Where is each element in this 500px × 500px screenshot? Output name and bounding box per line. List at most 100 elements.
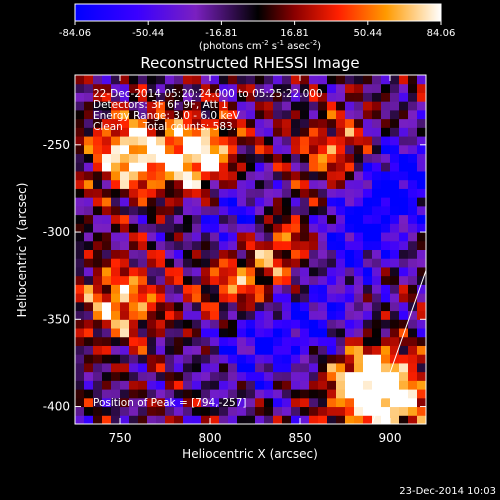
heatmap-cell bbox=[336, 345, 346, 355]
heatmap-cell bbox=[318, 136, 328, 146]
heatmap-cell bbox=[165, 266, 175, 277]
heatmap-cell bbox=[264, 284, 274, 294]
heatmap-cell bbox=[408, 101, 418, 111]
heatmap-cell bbox=[372, 249, 382, 259]
heatmap-cell bbox=[102, 362, 112, 373]
heatmap-cell bbox=[147, 232, 157, 242]
heatmap-cell bbox=[408, 232, 418, 242]
heatmap-cell bbox=[408, 389, 418, 399]
heatmap-cell bbox=[282, 118, 292, 128]
heatmap-cell bbox=[210, 266, 220, 277]
heatmap-cell bbox=[102, 275, 112, 285]
heatmap-cell bbox=[156, 266, 166, 277]
heatmap-cell bbox=[417, 336, 426, 346]
heatmap-cell bbox=[129, 144, 139, 155]
heatmap-cell bbox=[345, 153, 355, 163]
heatmap-cell bbox=[354, 109, 364, 120]
annotation-method: Clean Total counts: 583. bbox=[93, 121, 236, 133]
heatmap-cell bbox=[102, 109, 112, 120]
heatmap-cell bbox=[345, 415, 355, 424]
heatmap-cell bbox=[111, 75, 121, 85]
heatmap-cell bbox=[129, 345, 139, 355]
heatmap-cell bbox=[192, 205, 202, 216]
heatmap-cell bbox=[138, 371, 148, 381]
heatmap-cell bbox=[156, 389, 166, 399]
heatmap-cell bbox=[336, 319, 346, 329]
heatmap-cell bbox=[372, 153, 382, 163]
heatmap-cell bbox=[309, 266, 319, 277]
colorbar-tick-label: -84.06 bbox=[59, 28, 91, 39]
heatmap-cell bbox=[75, 232, 85, 242]
heatmap-cell bbox=[327, 345, 337, 355]
heatmap-cell bbox=[93, 371, 103, 381]
heatmap-cell bbox=[354, 345, 364, 355]
heatmap-cell bbox=[120, 354, 130, 364]
heatmap-cell bbox=[381, 301, 391, 312]
heatmap-cell bbox=[138, 223, 148, 233]
colorbar-tick-label: 50.44 bbox=[353, 28, 382, 39]
heatmap-cell bbox=[102, 153, 112, 163]
heatmap-cell bbox=[210, 415, 220, 424]
heatmap-cell bbox=[228, 310, 238, 320]
heatmap-cell bbox=[156, 240, 166, 250]
heatmap-cell bbox=[165, 310, 175, 320]
heatmap-cell bbox=[111, 345, 121, 355]
heatmap-cell bbox=[300, 223, 310, 233]
heatmap-cell bbox=[282, 310, 292, 320]
y-axis-title: Heliocentric Y (arcsec) bbox=[15, 183, 29, 318]
heatmap-cell bbox=[147, 389, 157, 399]
heatmap-cell bbox=[111, 362, 121, 373]
heatmap-cell bbox=[264, 336, 274, 346]
heatmap-cell bbox=[345, 336, 355, 346]
heatmap-cell bbox=[363, 136, 373, 146]
heatmap-cell bbox=[129, 179, 139, 189]
heatmap-cell bbox=[291, 223, 301, 233]
heatmap-cell bbox=[210, 258, 220, 268]
heatmap-cell bbox=[201, 144, 211, 155]
heatmap-cell bbox=[120, 284, 130, 294]
heatmap-cell bbox=[93, 153, 103, 163]
heatmap-cell bbox=[228, 362, 238, 373]
heatmap-cell bbox=[201, 371, 211, 381]
heatmap-cell bbox=[372, 258, 382, 268]
heatmap-cell bbox=[273, 136, 283, 146]
heatmap-cell bbox=[246, 188, 256, 198]
heatmap-cell bbox=[309, 136, 319, 146]
heatmap-cell bbox=[381, 406, 391, 416]
heatmap-cell bbox=[156, 397, 166, 408]
heatmap-cell bbox=[336, 328, 346, 338]
heatmap-cell bbox=[174, 118, 184, 128]
heatmap-cell bbox=[336, 136, 346, 146]
heatmap-cell bbox=[309, 415, 319, 424]
heatmap-cell bbox=[93, 406, 103, 416]
heatmap-cell bbox=[336, 310, 346, 320]
heatmap-cell bbox=[273, 415, 283, 424]
heatmap-cell bbox=[327, 240, 337, 250]
heatmap-cell bbox=[174, 205, 184, 216]
heatmap-cell bbox=[237, 118, 247, 128]
heatmap-cell bbox=[120, 214, 130, 224]
heatmap-cell bbox=[318, 397, 328, 408]
heatmap-cell bbox=[174, 336, 184, 346]
heatmap-cell bbox=[318, 266, 328, 277]
heatmap-cell bbox=[381, 389, 391, 399]
heatmap-cell bbox=[273, 293, 283, 303]
heatmap-cell bbox=[363, 319, 373, 329]
heatmap-cell bbox=[300, 258, 310, 268]
heatmap-cell bbox=[408, 179, 418, 189]
heatmap-cell bbox=[318, 345, 328, 355]
heatmap-cell bbox=[93, 188, 103, 198]
heatmap-cell bbox=[354, 266, 364, 277]
heatmap-cell bbox=[102, 144, 112, 155]
heatmap-cell bbox=[156, 415, 166, 424]
heatmap-cell bbox=[417, 266, 426, 277]
heatmap-cell bbox=[111, 284, 121, 294]
heatmap-cell bbox=[363, 397, 373, 408]
heatmap-cell bbox=[129, 266, 139, 277]
heatmap-cell bbox=[237, 179, 247, 189]
heatmap-cell bbox=[417, 362, 426, 373]
heatmap-cell bbox=[120, 328, 130, 338]
heatmap-cell bbox=[273, 170, 283, 181]
heatmap-cell bbox=[399, 301, 409, 312]
heatmap-cell bbox=[129, 240, 139, 250]
